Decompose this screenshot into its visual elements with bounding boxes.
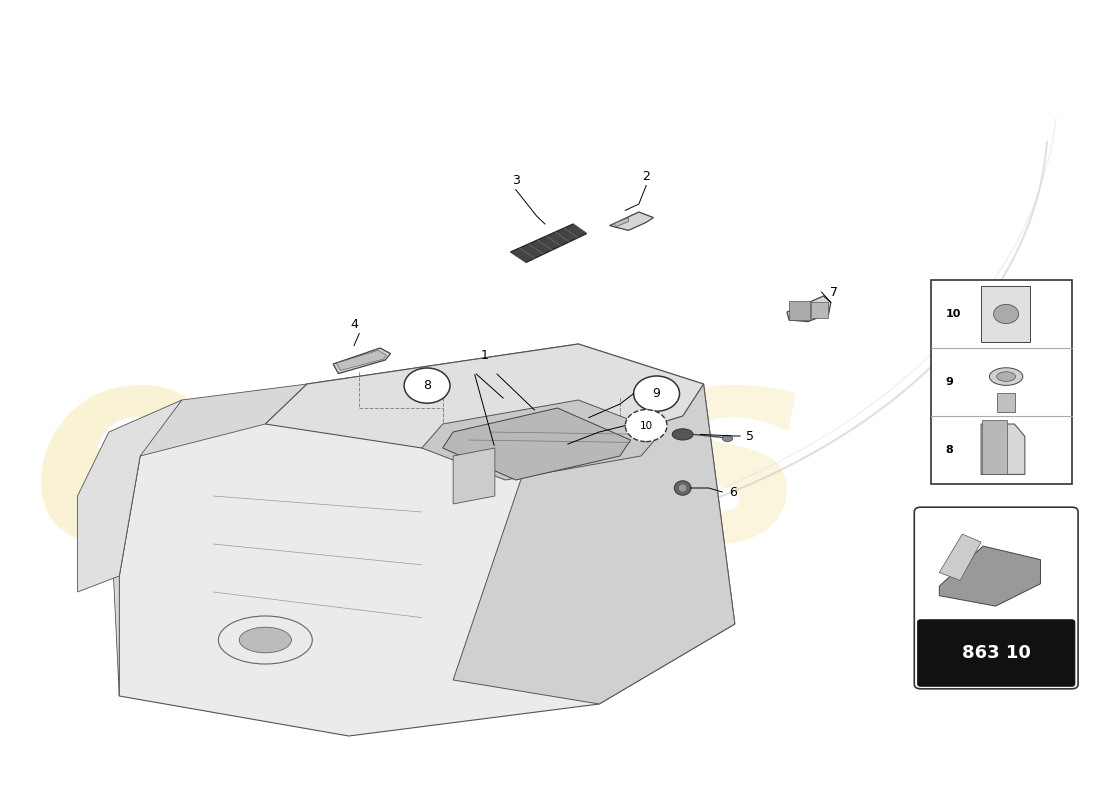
Circle shape <box>634 376 680 411</box>
Circle shape <box>404 368 450 403</box>
Text: 6: 6 <box>729 486 737 498</box>
Polygon shape <box>453 448 495 504</box>
FancyBboxPatch shape <box>811 302 827 318</box>
Polygon shape <box>337 350 386 370</box>
Polygon shape <box>510 224 586 262</box>
FancyBboxPatch shape <box>789 301 810 320</box>
Polygon shape <box>442 408 630 480</box>
Polygon shape <box>609 212 653 230</box>
Ellipse shape <box>672 429 693 440</box>
Text: 4: 4 <box>350 318 358 330</box>
Text: 8: 8 <box>424 379 431 392</box>
Text: 10: 10 <box>639 421 652 430</box>
Text: a passion for parts since 1985: a passion for parts since 1985 <box>302 517 562 635</box>
Ellipse shape <box>723 435 733 442</box>
FancyBboxPatch shape <box>917 620 1075 686</box>
Polygon shape <box>265 344 704 464</box>
Polygon shape <box>786 296 830 322</box>
Polygon shape <box>453 384 735 704</box>
Text: eu: eu <box>31 329 417 599</box>
Text: 863 10: 863 10 <box>961 644 1031 662</box>
Text: 2: 2 <box>642 170 650 182</box>
Text: ces: ces <box>288 329 806 599</box>
Polygon shape <box>109 384 307 696</box>
Ellipse shape <box>674 481 691 495</box>
Text: 3: 3 <box>512 174 519 186</box>
Polygon shape <box>981 286 1030 342</box>
Circle shape <box>625 410 667 442</box>
Text: 5: 5 <box>747 430 755 442</box>
Polygon shape <box>939 546 1041 606</box>
Polygon shape <box>333 348 390 374</box>
Polygon shape <box>421 400 662 480</box>
Ellipse shape <box>989 368 1023 386</box>
Text: 10: 10 <box>946 309 961 319</box>
Text: 9: 9 <box>946 377 954 387</box>
Polygon shape <box>981 424 1025 474</box>
Text: 1: 1 <box>481 350 488 362</box>
Polygon shape <box>77 400 182 592</box>
Circle shape <box>993 304 1019 323</box>
FancyBboxPatch shape <box>931 280 1071 484</box>
Polygon shape <box>939 534 981 581</box>
FancyBboxPatch shape <box>982 420 1008 474</box>
Polygon shape <box>119 344 735 736</box>
Ellipse shape <box>997 372 1015 382</box>
Text: 8: 8 <box>946 445 954 455</box>
Polygon shape <box>615 218 628 227</box>
FancyBboxPatch shape <box>914 507 1078 689</box>
Text: 7: 7 <box>829 286 838 298</box>
Text: 9: 9 <box>652 387 660 400</box>
Ellipse shape <box>679 484 686 492</box>
Ellipse shape <box>239 627 292 653</box>
FancyBboxPatch shape <box>997 393 1015 412</box>
